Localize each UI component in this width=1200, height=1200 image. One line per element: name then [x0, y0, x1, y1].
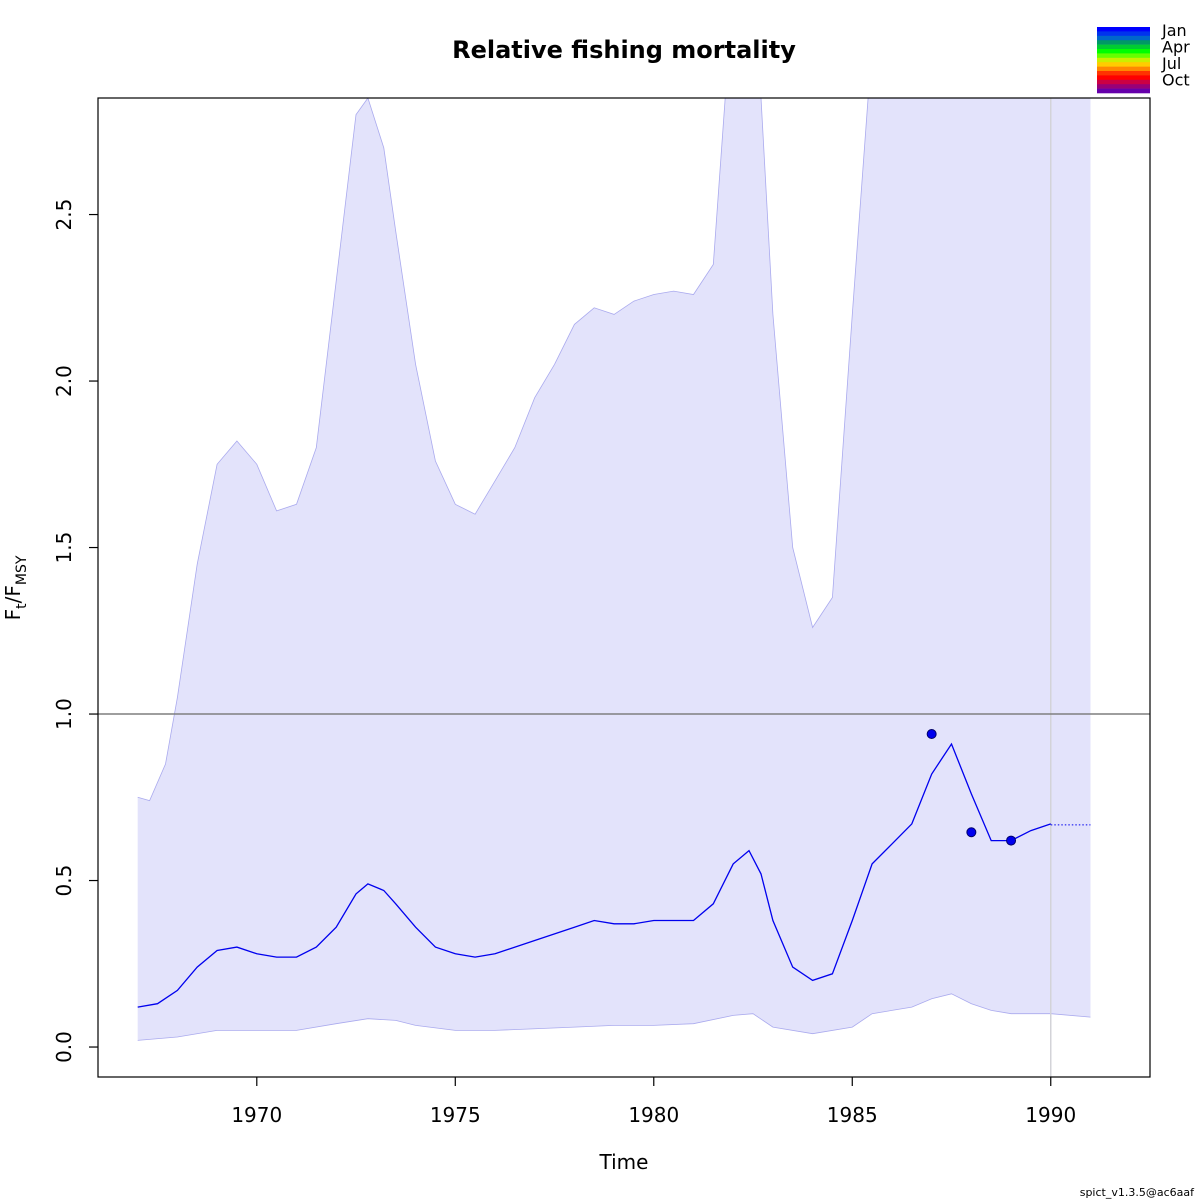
legend-color-band-10	[1097, 66, 1150, 72]
y-tick-label-0: 0.0	[52, 1031, 76, 1063]
legend-color-band-8	[1097, 57, 1150, 63]
x-tick-label-1990: 1990	[1025, 1103, 1076, 1127]
x-axis-title: Time	[599, 1150, 649, 1174]
observation-point-2	[966, 827, 977, 838]
y-tick-label-2: 1.0	[52, 698, 76, 730]
observation-point-1	[926, 729, 937, 740]
legend-color-band-3	[1097, 35, 1150, 41]
confidence-band-lower-edge	[137, 993, 1091, 1041]
series-line-estimate	[137, 742, 1052, 1008]
y-axis-title-sub1: t	[14, 603, 30, 609]
confidence-band-upper-edge	[137, 98, 1091, 802]
y-axis-title: Ft/FMSY	[1, 555, 30, 620]
y-axis-title-main: F	[1, 609, 25, 621]
x-tick-label-1980: 1980	[628, 1103, 679, 1127]
legend-label-jul: Jul	[1161, 54, 1181, 73]
observation-point-3	[1006, 835, 1017, 846]
y-axis-title-sep: /F	[1, 585, 25, 603]
legend-color-band-6	[1097, 49, 1150, 54]
legend-color-band-5	[1097, 44, 1150, 50]
legend-color-band-1	[1097, 27, 1150, 32]
version-footer: spict_v1.3.5@ac6aaf	[1080, 1186, 1195, 1199]
plot-clipped-layer	[98, 98, 1150, 1077]
y-axis-title-sub2: MSY	[14, 555, 30, 585]
plot-frame	[97, 97, 1151, 1078]
y-tick-label-5: 2.5	[52, 199, 76, 231]
y-tick-label-1: 0.5	[52, 865, 76, 897]
x-tick-label-1985: 1985	[827, 1103, 878, 1127]
confidence-band	[137, 98, 1091, 1041]
x-tick-label-1970: 1970	[231, 1103, 282, 1127]
legend-color-band-13	[1097, 79, 1150, 85]
legend-label-oct: Oct	[1162, 71, 1190, 90]
chart-title: Relative fishing mortality	[452, 36, 796, 64]
legend-color-band-4	[1097, 40, 1150, 45]
legend-color-band-15	[1097, 88, 1150, 94]
y-tick-label-4: 2.0	[52, 365, 76, 397]
legend-color-band-2	[1097, 31, 1150, 37]
y-tick-label-3: 1.5	[52, 532, 76, 564]
legend-color-band-7	[1097, 53, 1150, 59]
legend-label-jan: Jan	[1161, 21, 1187, 40]
legend-color-band-12	[1097, 75, 1150, 81]
x-tick-label-1975: 1975	[430, 1103, 481, 1127]
legend-label-apr: Apr	[1162, 38, 1190, 57]
legend-color-band-9	[1097, 62, 1150, 67]
plot-area: 1970 1975 1980 1985 1990 0.0 0.5 1.0 1.5 2.0 2.5	[52, 97, 1151, 1127]
legend-color-band-14	[1097, 84, 1150, 89]
legend-color-band-11	[1097, 71, 1150, 76]
